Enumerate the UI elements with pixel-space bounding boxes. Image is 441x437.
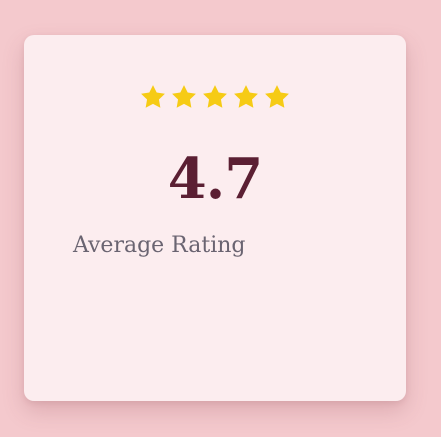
star-icon: [263, 83, 291, 111]
average-rating-value: 4.7: [167, 146, 263, 212]
star-icon: [232, 83, 260, 111]
average-rating-label: Average Rating: [73, 233, 246, 258]
star-icon: [170, 83, 198, 111]
star-icon: [201, 83, 229, 111]
star-icon: [139, 83, 167, 111]
rating-card: 4.7 Average Rating: [24, 35, 406, 401]
star-rating: [139, 83, 291, 113]
